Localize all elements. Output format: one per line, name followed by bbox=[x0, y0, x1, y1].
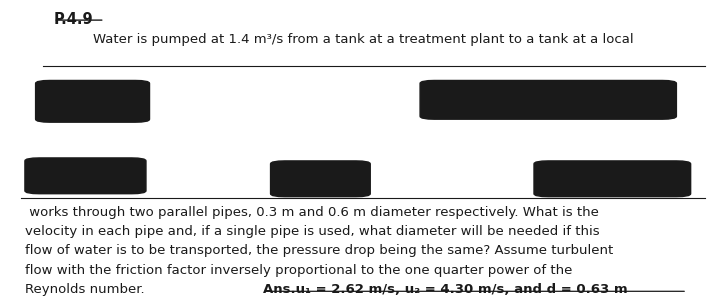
Text: flow with the friction factor inversely proportional to the one quarter power of: flow with the friction factor inversely … bbox=[25, 264, 572, 277]
Text: velocity in each pipe and, if a single pipe is used, what diameter will be neede: velocity in each pipe and, if a single p… bbox=[25, 225, 600, 238]
Text: flow of water is to be transported, the pressure drop being the same? Assume tur: flow of water is to be transported, the … bbox=[25, 244, 613, 257]
FancyBboxPatch shape bbox=[25, 158, 146, 194]
FancyBboxPatch shape bbox=[271, 161, 370, 197]
FancyBboxPatch shape bbox=[420, 80, 676, 119]
FancyBboxPatch shape bbox=[534, 161, 691, 197]
Text: Reynolds number.: Reynolds number. bbox=[25, 283, 145, 296]
Text: P.4.9: P.4.9 bbox=[53, 12, 93, 27]
Text: Ans.u₁ = 2.62 m/s, u₂ = 4.30 m/s, and d = 0.63 m: Ans.u₁ = 2.62 m/s, u₂ = 4.30 m/s, and d … bbox=[263, 283, 628, 296]
FancyBboxPatch shape bbox=[36, 80, 150, 122]
Text: works through two parallel pipes, 0.3 m and 0.6 m diameter respectively. What is: works through two parallel pipes, 0.3 m … bbox=[25, 206, 599, 219]
Text: Water is pumped at 1.4 m³/s from a tank at a treatment plant to a tank at a loca: Water is pumped at 1.4 m³/s from a tank … bbox=[93, 33, 633, 46]
